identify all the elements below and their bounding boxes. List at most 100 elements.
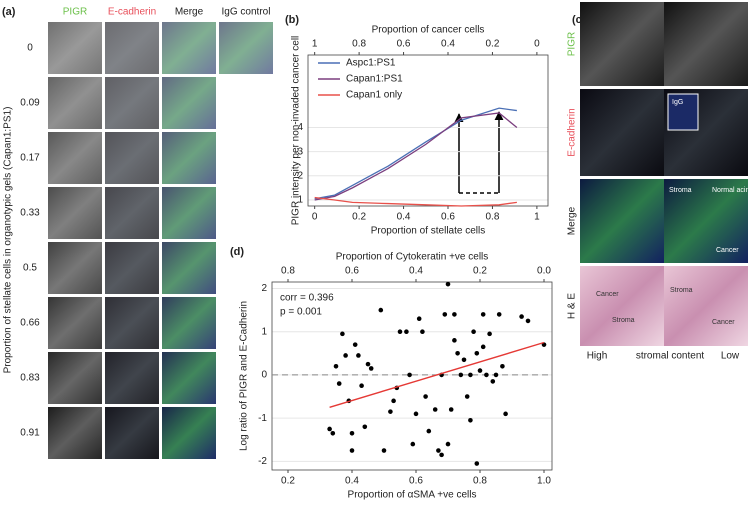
image-label: Cancer: [596, 291, 619, 298]
y-tick-label: 2: [297, 170, 303, 181]
point: [343, 353, 348, 358]
point: [480, 344, 486, 350]
point: [474, 461, 480, 466]
micrograph: [162, 352, 216, 404]
point: [420, 329, 425, 335]
image-label: Cancer: [716, 247, 739, 254]
y-tick-label: 1: [297, 195, 303, 206]
point: [362, 424, 368, 430]
point: [426, 428, 432, 434]
point: [436, 448, 441, 453]
micrograph: [162, 132, 216, 184]
x-axis-label: Proportion of stellate cells: [371, 226, 486, 237]
x-tick-label: 0.8: [485, 212, 499, 223]
point: [484, 372, 489, 378]
panel-label: (a): [2, 6, 16, 18]
point: [439, 452, 444, 458]
point: [525, 318, 531, 324]
micrograph: [105, 242, 159, 294]
point: [519, 314, 524, 319]
x2-tick-label: 0.6: [345, 266, 359, 277]
point: [445, 441, 451, 447]
point: [455, 351, 460, 356]
micrograph: [105, 352, 159, 404]
image-label: Stroma: [670, 287, 693, 294]
caption: stromal content: [636, 351, 705, 362]
x2-tick-label: 0: [534, 39, 540, 50]
point: [349, 430, 355, 436]
point: [496, 312, 502, 317]
point: [365, 361, 371, 367]
micrograph: [162, 242, 216, 294]
point: [333, 363, 339, 369]
x2-tick-label: 0.0: [537, 266, 551, 277]
point: [448, 407, 454, 412]
x-tick-label: 0.4: [345, 476, 359, 487]
x-tick-label: 0: [312, 212, 318, 223]
row-label: 0.5: [23, 263, 37, 274]
line-series: [314, 107, 517, 200]
point: [336, 381, 342, 386]
column-header: IgG control: [222, 7, 271, 18]
micrograph: [48, 22, 102, 74]
point: [381, 448, 387, 453]
image-label: Stroma: [612, 317, 635, 324]
y-tick-label: -2: [258, 456, 267, 467]
micrograph: [580, 266, 664, 346]
x-tick-label: 0.2: [352, 212, 366, 223]
point: [368, 366, 374, 371]
row-label: H & E: [567, 293, 578, 319]
caption: High: [587, 351, 608, 362]
x2-tick-label: 1: [312, 39, 318, 50]
point: [359, 383, 364, 389]
row-label: 0.66: [20, 318, 40, 329]
x-tick-label: 0.6: [441, 212, 455, 223]
plot-frame: [307, 54, 549, 207]
point: [468, 372, 473, 378]
point: [378, 307, 384, 313]
point: [490, 379, 496, 384]
fit-line: [329, 341, 545, 409]
micrograph: [48, 407, 102, 459]
x2-tick-label: 0.6: [397, 39, 411, 50]
micrograph: [580, 89, 664, 176]
point: [404, 329, 409, 335]
point: [503, 411, 508, 417]
row-label: 0.83: [20, 373, 40, 384]
micrograph: [48, 187, 102, 239]
row-label: 0.17: [20, 153, 40, 164]
x-tick-label: 0.4: [397, 212, 411, 223]
point: [391, 398, 396, 404]
x2-tick-label: 0.4: [409, 266, 423, 277]
micrograph: [162, 297, 216, 349]
image-label: Normal acini: [712, 187, 750, 194]
line-series: [314, 196, 517, 207]
micrograph: [48, 242, 102, 294]
point: [487, 331, 492, 337]
point: [452, 338, 457, 343]
micrograph: [48, 297, 102, 349]
micrograph: [664, 2, 748, 86]
row-label: Merge: [567, 206, 578, 235]
point: [471, 329, 476, 335]
row-label: PIGR: [567, 32, 578, 56]
panel-label: (b): [285, 14, 299, 26]
point: [388, 409, 393, 414]
point: [461, 357, 467, 363]
micrograph: [105, 407, 159, 459]
point: [416, 316, 422, 322]
micrograph: [219, 22, 273, 74]
point: [445, 281, 451, 287]
point: [493, 372, 499, 378]
micrograph: [580, 179, 664, 263]
image-label: IgG: [672, 99, 683, 106]
micrograph: [48, 352, 102, 404]
point: [413, 411, 419, 417]
point: [464, 394, 470, 399]
micrograph: [664, 266, 748, 346]
legend-label: Capan1:PS1: [346, 74, 403, 85]
micrograph: [105, 77, 159, 129]
line-series: [314, 112, 518, 201]
micrograph: [48, 77, 102, 129]
micrograph: [105, 187, 159, 239]
